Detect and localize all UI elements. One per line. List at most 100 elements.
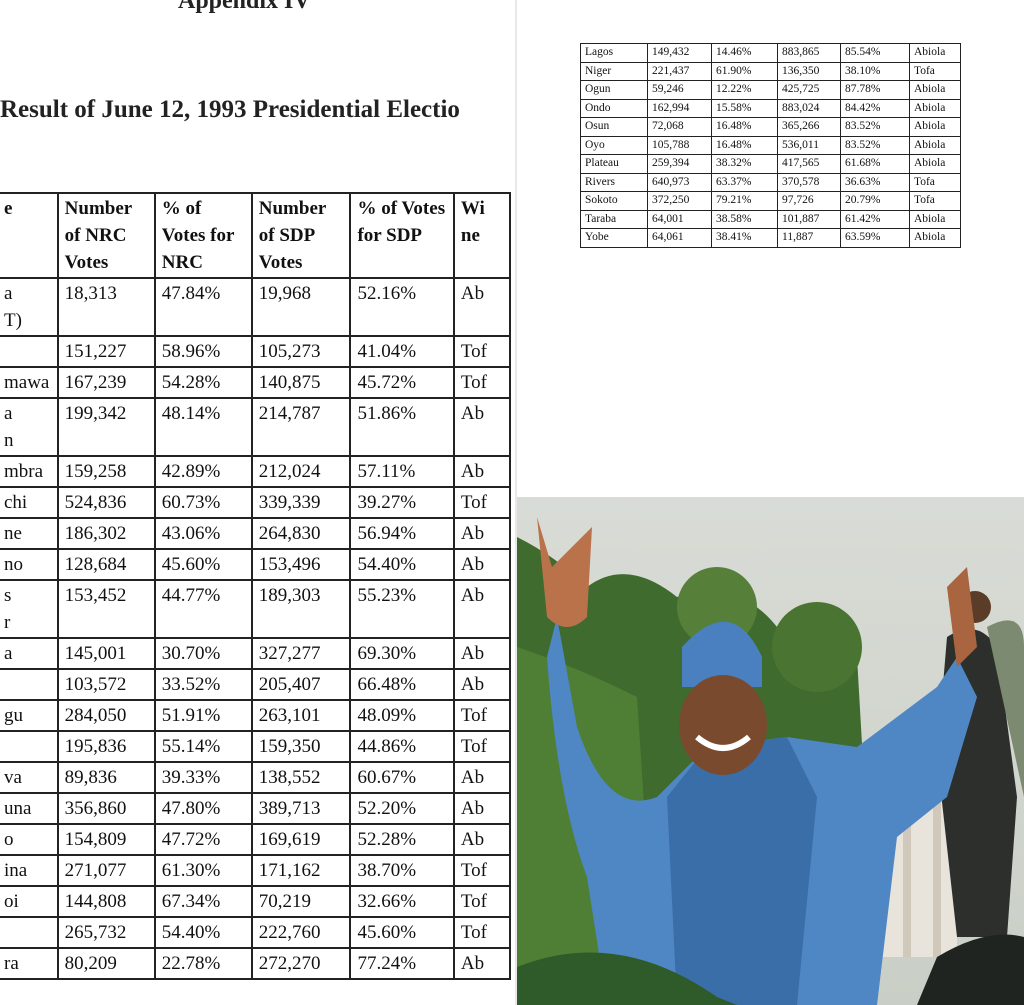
table-cell: 425,725 xyxy=(777,80,841,100)
table-cell: 883,024 xyxy=(777,98,841,118)
table-cell: 87.78% xyxy=(840,80,910,100)
table-cell: Oyo xyxy=(580,135,648,155)
table-row: a n 199,342 48.14% 214,787 51.86% Ab xyxy=(0,397,512,457)
table-cell: Osun xyxy=(580,117,648,137)
table-cell: 79.21% xyxy=(711,191,778,211)
table-cell: 36.63% xyxy=(840,172,910,192)
table-row: va 89,836 39.33% 138,552 60.67% Ab xyxy=(0,761,512,794)
table-cell: 101,887 xyxy=(777,209,841,229)
table-cell: 48.09% xyxy=(349,699,455,732)
table-cell: 640,973 xyxy=(647,172,712,192)
table-cell: 154,809 xyxy=(56,823,156,856)
table-row: Oyo 105,788 16.48% 536,011 83.52% Abiola xyxy=(580,135,961,155)
table-cell: 167,239 xyxy=(56,366,156,399)
table-cell: Ab xyxy=(452,947,512,980)
table-cell: 140,875 xyxy=(250,366,352,399)
table-cell: Ab xyxy=(452,637,512,670)
table-cell: 263,101 xyxy=(250,699,352,732)
table-cell: Tofa xyxy=(909,191,961,211)
table-cell: 16.48% xyxy=(711,135,778,155)
table-cell: no xyxy=(0,548,59,581)
table-row: ne 186,302 43.06% 264,830 56.94% Ab xyxy=(0,517,512,550)
table-cell: 186,302 xyxy=(56,517,156,550)
table-row: una 356,860 47.80% 389,713 52.20% Ab xyxy=(0,792,512,825)
table-cell: Ab xyxy=(452,517,512,550)
table-cell: 144,808 xyxy=(56,885,156,918)
table-cell: 44.86% xyxy=(349,730,455,763)
table-cell: a n xyxy=(0,397,59,457)
table-cell: 212,024 xyxy=(250,455,352,488)
table-cell: Rivers xyxy=(580,172,648,192)
table-cell: 149,432 xyxy=(647,43,712,63)
table-row: Rivers 640,973 63.37% 370,578 36.63% Tofa xyxy=(580,172,961,192)
table-cell: una xyxy=(0,792,59,825)
table-cell: 145,001 xyxy=(56,637,156,670)
table-cell: 365,266 xyxy=(777,117,841,137)
table-cell: 89,836 xyxy=(56,761,156,794)
table-row: a 145,001 30.70% 327,277 69.30% Ab xyxy=(0,637,512,670)
table-cell: ne xyxy=(0,517,59,550)
table-cell: 264,830 xyxy=(250,517,352,550)
table-cell: Abiola xyxy=(909,98,961,118)
table-cell: 162,994 xyxy=(647,98,712,118)
table-row: Lagos 149,432 14.46% 883,865 85.54% Abiola xyxy=(580,43,961,63)
header-cell: % of Votes for NRC xyxy=(153,192,253,279)
table-row: Ogun 59,246 12.22% 425,725 87.78% Abiola xyxy=(580,80,961,100)
table-cell: a xyxy=(0,637,59,670)
table-row: chi 524,836 60.73% 339,339 39.27% Tof xyxy=(0,486,512,519)
table-cell: 327,277 xyxy=(250,637,352,670)
table-row: s r 153,452 44.77% 189,303 55.23% Ab xyxy=(0,579,512,639)
table-cell: Ab xyxy=(452,579,512,639)
table-cell: Tofa xyxy=(909,172,961,192)
table-cell: 14.46% xyxy=(711,43,778,63)
table-row: Yobe 64,061 38.41% 11,887 63.59% Abiola xyxy=(580,228,961,248)
table-cell: 44.77% xyxy=(153,579,253,639)
table-cell: 370,578 xyxy=(777,172,841,192)
table-cell: Ab xyxy=(452,668,512,701)
table-cell: 61.42% xyxy=(840,209,910,229)
table-cell: 372,250 xyxy=(647,191,712,211)
table-cell: 61.68% xyxy=(840,154,910,174)
header-cell: Number of SDP Votes xyxy=(250,192,352,279)
table-cell: 221,437 xyxy=(647,61,712,81)
table-row: oi 144,808 67.34% 70,219 32.66% Tof xyxy=(0,885,512,918)
table-cell: 32.66% xyxy=(349,885,455,918)
table-cell: 205,407 xyxy=(250,668,352,701)
left-panel: Appendix IV Result of June 12, 1993 Pres… xyxy=(0,0,512,980)
table-cell: Tof xyxy=(452,916,512,949)
table-cell: 61.30% xyxy=(153,854,253,887)
table-cell: 57.11% xyxy=(349,455,455,488)
table-row: mawa 167,239 54.28% 140,875 45.72% Tof xyxy=(0,366,512,399)
table-cell: 56.94% xyxy=(349,517,455,550)
header-cell: Wi ne xyxy=(452,192,512,279)
table-cell: 60.67% xyxy=(349,761,455,794)
table-cell: 222,760 xyxy=(250,916,352,949)
table-cell: Ab xyxy=(452,397,512,457)
table-cell: 83.52% xyxy=(840,117,910,137)
divider xyxy=(515,0,517,1005)
table-cell: 52.28% xyxy=(349,823,455,856)
table-cell: mawa xyxy=(0,366,59,399)
table-cell: 39.33% xyxy=(153,761,253,794)
table-cell: 55.23% xyxy=(349,579,455,639)
table-cell: 38.32% xyxy=(711,154,778,174)
table-cell: Tof xyxy=(452,730,512,763)
table-cell xyxy=(0,730,59,763)
table-cell: 61.90% xyxy=(711,61,778,81)
table-cell: Ab xyxy=(452,761,512,794)
table-cell: s r xyxy=(0,579,59,639)
table-cell: Tof xyxy=(452,366,512,399)
table-cell: 105,788 xyxy=(647,135,712,155)
table-cell: Abiola xyxy=(909,43,961,63)
table-cell: 60.73% xyxy=(153,486,253,519)
table-cell: 265,732 xyxy=(56,916,156,949)
table-cell: 47.72% xyxy=(153,823,253,856)
table-cell: 103,572 xyxy=(56,668,156,701)
table-cell: 195,836 xyxy=(56,730,156,763)
table-row: Sokoto 372,250 79.21% 97,726 20.79% Tofa xyxy=(580,191,961,211)
table-cell: 38.10% xyxy=(840,61,910,81)
table-cell: 536,011 xyxy=(777,135,841,155)
table-row: mbra 159,258 42.89% 212,024 57.11% Ab xyxy=(0,455,512,488)
table-cell: 33.52% xyxy=(153,668,253,701)
table-row: o 154,809 47.72% 169,619 52.28% Ab xyxy=(0,823,512,856)
